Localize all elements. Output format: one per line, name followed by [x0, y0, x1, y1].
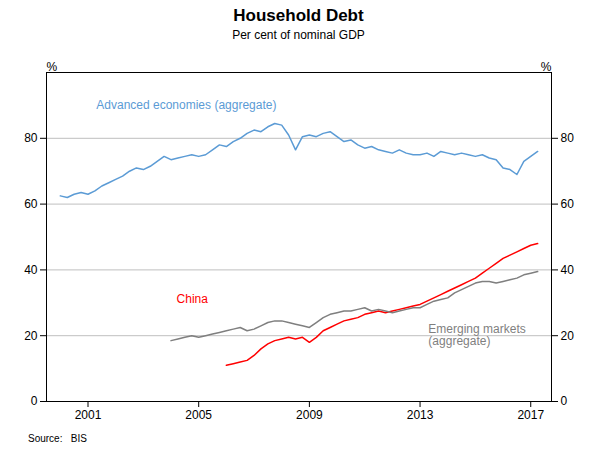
html-text:Per cent of nominal GDP: Per cent of nominal GDP — [232, 28, 365, 42]
svg-text:China: China — [177, 292, 209, 306]
svg-text:0: 0 — [31, 394, 38, 408]
svg-text:60: 60 — [561, 197, 575, 211]
svg-text:%: % — [47, 60, 58, 74]
svg-text:Emerging markets(aggregate): Emerging markets(aggregate) — [428, 322, 525, 348]
svg-text:%: % — [541, 60, 552, 74]
svg-text:2017: 2017 — [517, 408, 544, 422]
svg-text:80: 80 — [561, 131, 575, 145]
svg-text:2001: 2001 — [75, 408, 102, 422]
svg-text:20: 20 — [561, 329, 575, 343]
svg-text:2005: 2005 — [185, 408, 212, 422]
svg-text:40: 40 — [561, 263, 575, 277]
svg-text:60: 60 — [24, 197, 38, 211]
svg-text:2013: 2013 — [407, 408, 434, 422]
svg-text:40: 40 — [24, 263, 38, 277]
svg-text:0: 0 — [561, 394, 568, 408]
svg-text:Advanced economies (aggregate): Advanced economies (aggregate) — [96, 98, 276, 112]
svg-text:2009: 2009 — [296, 408, 323, 422]
html-text:Source: BIS: Source: BIS — [28, 433, 87, 444]
svg-text:80: 80 — [24, 131, 38, 145]
html-text:Household Debt: Household Debt — [233, 6, 364, 25]
svg-text:20: 20 — [24, 329, 38, 343]
